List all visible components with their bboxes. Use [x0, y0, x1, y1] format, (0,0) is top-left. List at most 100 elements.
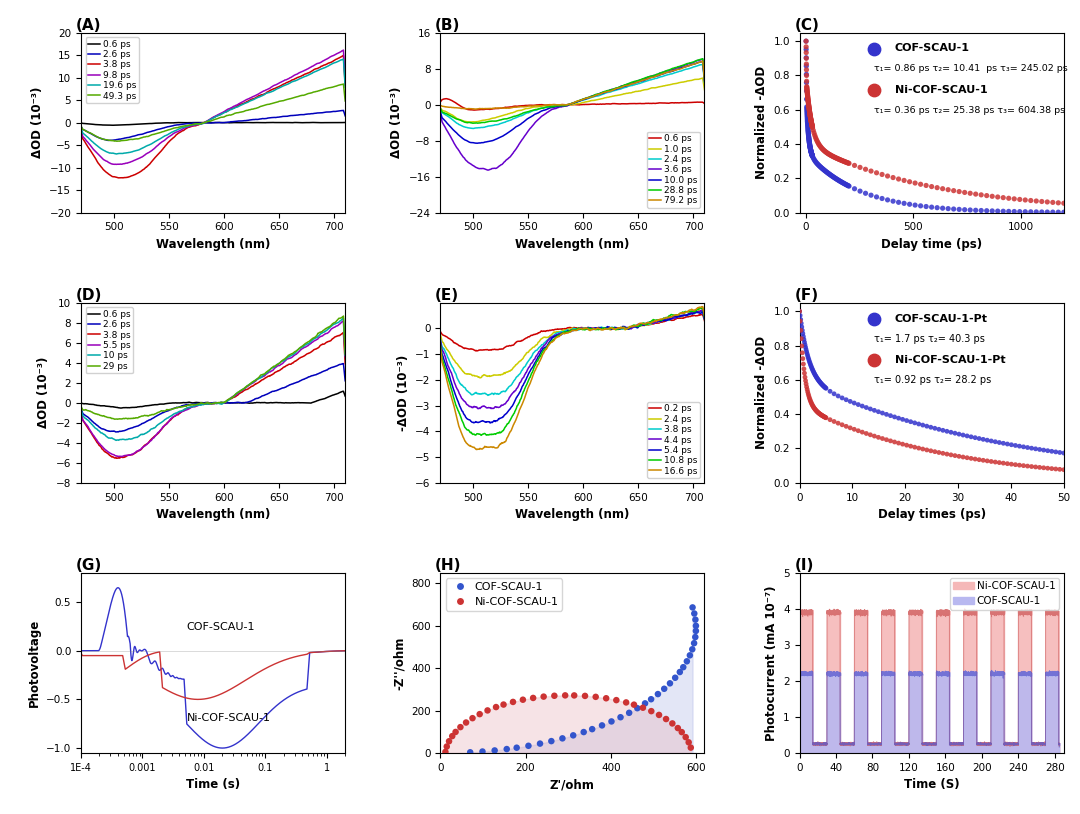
0.6 ps [194, 398, 207, 408]
3.8 ps [143, 160, 156, 169]
Point [800, 132, 818, 145]
Point [508, 742, 525, 755]
Point [802, 147, 820, 160]
Point [829, 173, 847, 186]
Point [798, 86, 815, 99]
3.8 ps [698, 314, 711, 324]
3.8 ps [75, 407, 87, 417]
Point [802, 115, 820, 128]
Y-axis label: ΔOD (10⁻³): ΔOD (10⁻³) [390, 87, 403, 158]
Point [1051, 446, 1068, 459]
2.6 ps [102, 136, 114, 146]
Point [939, 448, 956, 461]
2.6 ps [110, 427, 123, 437]
Point [796, 370, 813, 383]
Point [828, 152, 846, 165]
2.4 ps [697, 59, 710, 69]
Text: τ₁= 0.86 ps τ₂= 10.41  ps τ₃= 245.02 ps: τ₁= 0.86 ps τ₂= 10.41 ps τ₃= 245.02 ps [874, 64, 1067, 73]
Point [943, 426, 960, 439]
3.8 ps [502, 382, 515, 392]
Point [810, 374, 827, 387]
Point [801, 106, 819, 119]
49.3 ps [252, 103, 265, 112]
28.8 ps [434, 103, 447, 113]
Point [914, 418, 931, 431]
Point [798, 103, 815, 116]
Point [1027, 442, 1044, 455]
Point [1055, 206, 1072, 219]
0.6 ps [122, 403, 135, 413]
0.6 ps [307, 117, 320, 127]
Point [799, 120, 816, 133]
Point [799, 92, 816, 105]
5.5 ps [231, 389, 244, 399]
1.0 ps [590, 95, 603, 105]
Point [984, 190, 1001, 203]
Point [794, 352, 811, 365]
Point [922, 444, 940, 457]
Point [1018, 460, 1036, 473]
0.6 ps [434, 97, 447, 107]
Point [806, 366, 823, 379]
19.6 ps [143, 140, 156, 150]
Point [918, 420, 935, 433]
3.8 ps [337, 50, 350, 60]
Point [890, 436, 907, 449]
Point [886, 435, 903, 449]
Point [812, 408, 829, 421]
Point [796, 366, 813, 379]
3.8 ps [339, 80, 352, 90]
Point [846, 159, 863, 172]
2.4 ps [590, 91, 603, 101]
Point [793, 321, 810, 334]
Point [815, 144, 833, 157]
Point [829, 152, 847, 165]
Point [808, 405, 825, 418]
Point [801, 139, 819, 152]
Point [795, 330, 812, 343]
79.2 ps [554, 100, 567, 110]
Point [798, 69, 815, 82]
Text: (C): (C) [794, 18, 820, 33]
Point [807, 370, 824, 383]
Point [971, 453, 988, 466]
Point [825, 415, 842, 428]
Point [795, 362, 812, 375]
2.6 ps [231, 397, 244, 407]
10 ps [231, 388, 244, 398]
Point [805, 400, 822, 413]
Point [800, 135, 818, 148]
3.6 ps [434, 108, 447, 118]
Point [799, 87, 816, 100]
29 ps [111, 414, 124, 424]
Point [839, 156, 856, 169]
Point [801, 139, 819, 152]
3.6 ps [610, 83, 623, 93]
Point [799, 387, 816, 400]
Point [813, 142, 831, 155]
Point [801, 109, 819, 122]
9.8 ps [337, 46, 350, 55]
Point [802, 112, 820, 125]
16.6 ps [590, 324, 603, 334]
Point [912, 177, 929, 190]
Point [879, 169, 896, 182]
Point [798, 345, 815, 358]
Point [811, 407, 828, 420]
Point [812, 160, 829, 173]
Point [670, 721, 687, 734]
Point [858, 401, 875, 414]
Point [983, 435, 1000, 448]
Point [677, 731, 694, 744]
Point [1011, 193, 1028, 206]
5.4 ps [484, 418, 497, 428]
2.6 ps [252, 393, 265, 403]
Point [810, 406, 827, 419]
Point [802, 114, 820, 127]
1.0 ps [434, 103, 447, 112]
Point [894, 438, 912, 451]
5.5 ps [274, 360, 287, 370]
Point [910, 418, 928, 431]
Point [962, 431, 980, 444]
Point [816, 410, 834, 423]
